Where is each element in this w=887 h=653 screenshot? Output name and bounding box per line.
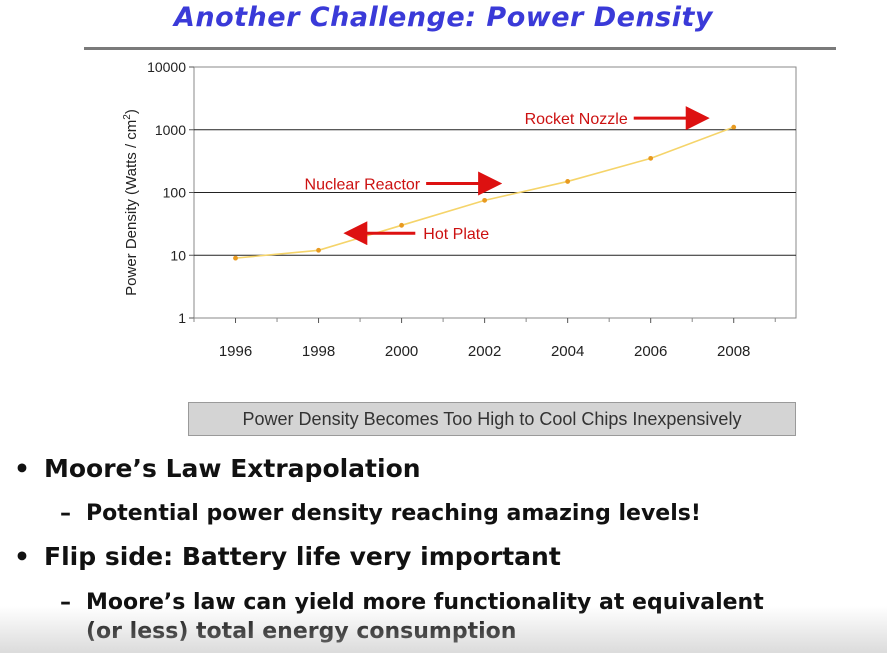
- data-point: [565, 179, 571, 184]
- bullet-dot: •: [14, 454, 30, 483]
- annotation-label: Rocket Nozzle: [525, 111, 628, 128]
- power-density-chart: 1 10 100 1000 10000 1996 1998 2000 2002 2004 2006 2…: [122, 59, 797, 360]
- bullet-1-sub-1: – Potential power density reaching amazin…: [60, 499, 701, 528]
- y-tick-label: 100: [163, 185, 187, 201]
- bullet-2-sub-1-text: Moore’s law can yield more functionality…: [86, 590, 764, 615]
- x-tick-label: 2008: [717, 343, 750, 360]
- bullet-1: • Moore’s Law Extrapolation: [14, 454, 421, 483]
- y-tick-label: 1000: [155, 122, 186, 138]
- x-tick-label: 2002: [468, 343, 501, 360]
- annotation-label: Nuclear Reactor: [305, 177, 421, 194]
- bullet-2-sub-1-cont: (or less) total energy consumption: [86, 617, 516, 646]
- data-point: [233, 255, 238, 261]
- annotation-label: Hot Plate: [423, 226, 489, 243]
- sub-bullet-dash: –: [60, 590, 71, 615]
- slide-title: Another Challenge: Power Density: [173, 2, 714, 33]
- data-point: [648, 155, 654, 161]
- data-point: [399, 222, 404, 228]
- bullet-2-sub-1-text-cont: (or less) total energy consumption: [86, 619, 517, 644]
- bullet-2-sub-1: – Moore’s law can yield more functionalit…: [60, 588, 764, 617]
- bullet-1-text: Moore’s Law Extrapolation: [44, 454, 421, 483]
- x-tick-label: 2004: [551, 343, 584, 360]
- y-axis-label: Power Density (Watts / cm2): [122, 109, 140, 296]
- x-tick-label: 1998: [302, 343, 335, 360]
- data-point: [482, 197, 488, 203]
- data-point: [316, 247, 321, 253]
- x-tick-label: 1996: [219, 343, 252, 360]
- y-tick-label: 10: [170, 247, 186, 263]
- chart-caption: Power Density Becomes Too High to Cool C…: [188, 402, 796, 436]
- bullet-2-text: Flip side: Battery life very important: [44, 542, 561, 571]
- x-tick-label: 2006: [634, 343, 667, 360]
- bullet-1-sub-1-text: Potential power density reaching amazing…: [86, 501, 701, 526]
- bullet-2: • Flip side: Battery life very important: [14, 542, 561, 571]
- sub-bullet-dash: –: [60, 501, 71, 526]
- bullet-dot: •: [14, 542, 30, 571]
- x-tick-label: 2000: [385, 343, 418, 360]
- y-tick-label: 1: [178, 310, 186, 326]
- data-point: [731, 124, 737, 130]
- title-divider: [84, 47, 836, 50]
- y-tick-label: 10000: [147, 59, 186, 75]
